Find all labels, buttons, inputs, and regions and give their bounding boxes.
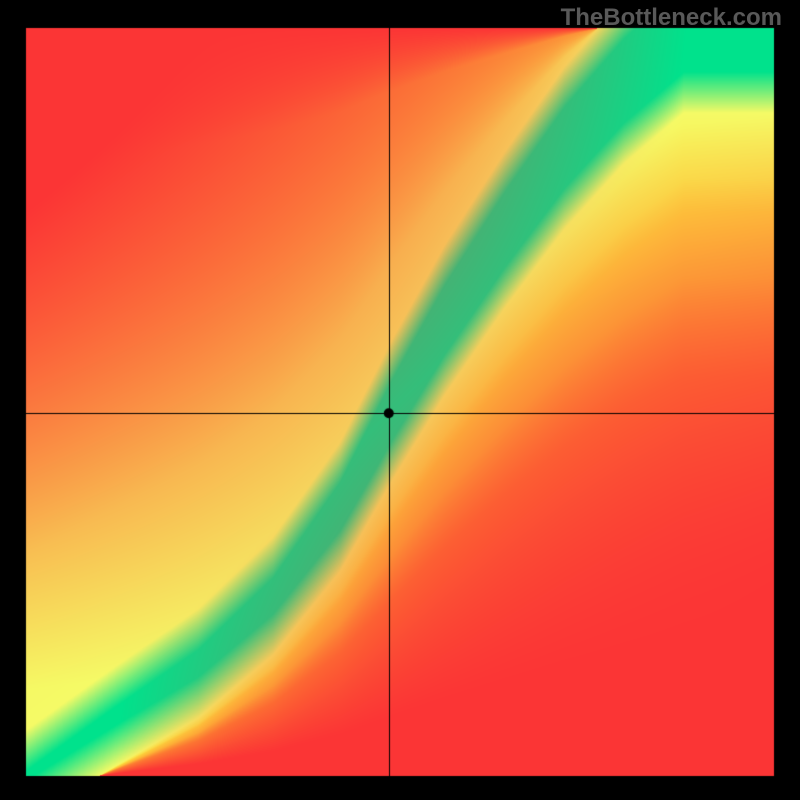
- bottleneck-heatmap: [0, 0, 800, 800]
- chart-container: TheBottleneck.com: [0, 0, 800, 800]
- watermark-text: TheBottleneck.com: [561, 4, 782, 32]
